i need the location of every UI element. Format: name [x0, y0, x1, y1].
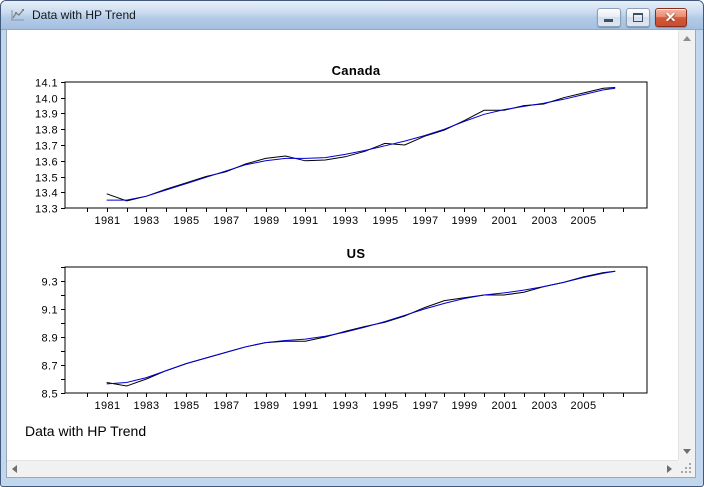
- svg-text:1997: 1997: [412, 400, 438, 412]
- svg-text:1987: 1987: [213, 215, 239, 227]
- svg-text:1985: 1985: [173, 400, 199, 412]
- client-area: Canada US 13.3 13.4 13.5 13.6 13.7 13.8 13.9 14…: [6, 29, 696, 478]
- svg-text:1993: 1993: [332, 400, 358, 412]
- window-title: Data with HP Trend: [32, 8, 136, 22]
- resize-grip-icon: [678, 460, 680, 462]
- scroll-up-button[interactable]: [679, 30, 695, 47]
- svg-text:2003: 2003: [531, 400, 557, 412]
- svg-text:1981: 1981: [94, 215, 120, 227]
- down-arrow-icon: [683, 449, 691, 454]
- svg-text:1995: 1995: [372, 215, 398, 227]
- canada-chart-title: Canada: [331, 63, 381, 78]
- svg-text:13.4: 13.4: [35, 188, 58, 200]
- titlebar[interactable]: Data with HP Trend: [1, 1, 703, 30]
- svg-text:1995: 1995: [372, 400, 398, 412]
- svg-text:2003: 2003: [531, 215, 557, 227]
- svg-text:13.8: 13.8: [35, 125, 58, 137]
- svg-text:8.9: 8.9: [42, 333, 59, 345]
- us-chart: 8.5 8.7 8.9 9.1 9.3 1981 1983 1985 1987 1989 1991 1…: [42, 266, 648, 412]
- minimize-icon: [604, 19, 613, 22]
- window-controls: [597, 8, 687, 27]
- svg-text:14.0: 14.0: [35, 94, 58, 106]
- svg-text:1991: 1991: [292, 215, 318, 227]
- svg-text:13.5: 13.5: [35, 173, 58, 185]
- horizontal-scrollbar[interactable]: [7, 460, 678, 477]
- svg-text:2001: 2001: [491, 215, 517, 227]
- charts-region: Canada US 13.3 13.4 13.5 13.6 13.7 13.8 13.9 14…: [7, 30, 678, 460]
- svg-text:13.9: 13.9: [35, 109, 58, 121]
- resize-grip[interactable]: [678, 460, 695, 477]
- svg-text:1987: 1987: [213, 400, 239, 412]
- svg-text:8.7: 8.7: [42, 361, 59, 373]
- scroll-right-button[interactable]: [661, 461, 678, 477]
- svg-text:1983: 1983: [133, 400, 159, 412]
- svg-text:1997: 1997: [412, 215, 438, 227]
- vertical-scrollbar[interactable]: [678, 30, 695, 460]
- maximize-icon: [633, 13, 643, 22]
- svg-text:8.5: 8.5: [42, 389, 59, 401]
- maximize-button[interactable]: [626, 8, 650, 27]
- canada-chart: 13.3 13.4 13.5 13.6 13.7 13.8 13.9 14.0 14.1 1981…: [35, 78, 648, 227]
- scroll-left-button[interactable]: [7, 461, 24, 477]
- scroll-down-button[interactable]: [679, 443, 695, 460]
- svg-text:1989: 1989: [253, 215, 279, 227]
- svg-text:1999: 1999: [451, 215, 477, 227]
- svg-text:1989: 1989: [253, 400, 279, 412]
- svg-text:13.3: 13.3: [35, 204, 58, 216]
- svg-text:2005: 2005: [570, 400, 596, 412]
- svg-text:2005: 2005: [570, 215, 596, 227]
- close-button[interactable]: [655, 8, 687, 27]
- graph-icon: [10, 7, 26, 23]
- svg-text:1999: 1999: [451, 400, 477, 412]
- svg-text:1993: 1993: [332, 215, 358, 227]
- svg-text:9.1: 9.1: [42, 305, 59, 317]
- figure-caption: Data with HP Trend: [25, 423, 147, 439]
- svg-text:2001: 2001: [491, 400, 517, 412]
- svg-text:1981: 1981: [94, 400, 120, 412]
- minimize-button[interactable]: [597, 8, 621, 27]
- svg-text:1983: 1983: [133, 215, 159, 227]
- right-arrow-icon: [667, 465, 672, 473]
- svg-text:9.3: 9.3: [42, 277, 59, 289]
- svg-text:1991: 1991: [292, 400, 318, 412]
- svg-text:13.7: 13.7: [35, 141, 58, 153]
- left-arrow-icon: [12, 465, 17, 473]
- svg-text:1985: 1985: [173, 215, 199, 227]
- svg-text:14.1: 14.1: [35, 78, 58, 90]
- us-chart-title: US: [346, 246, 366, 261]
- svg-text:13.6: 13.6: [35, 157, 58, 169]
- up-arrow-icon: [683, 36, 691, 41]
